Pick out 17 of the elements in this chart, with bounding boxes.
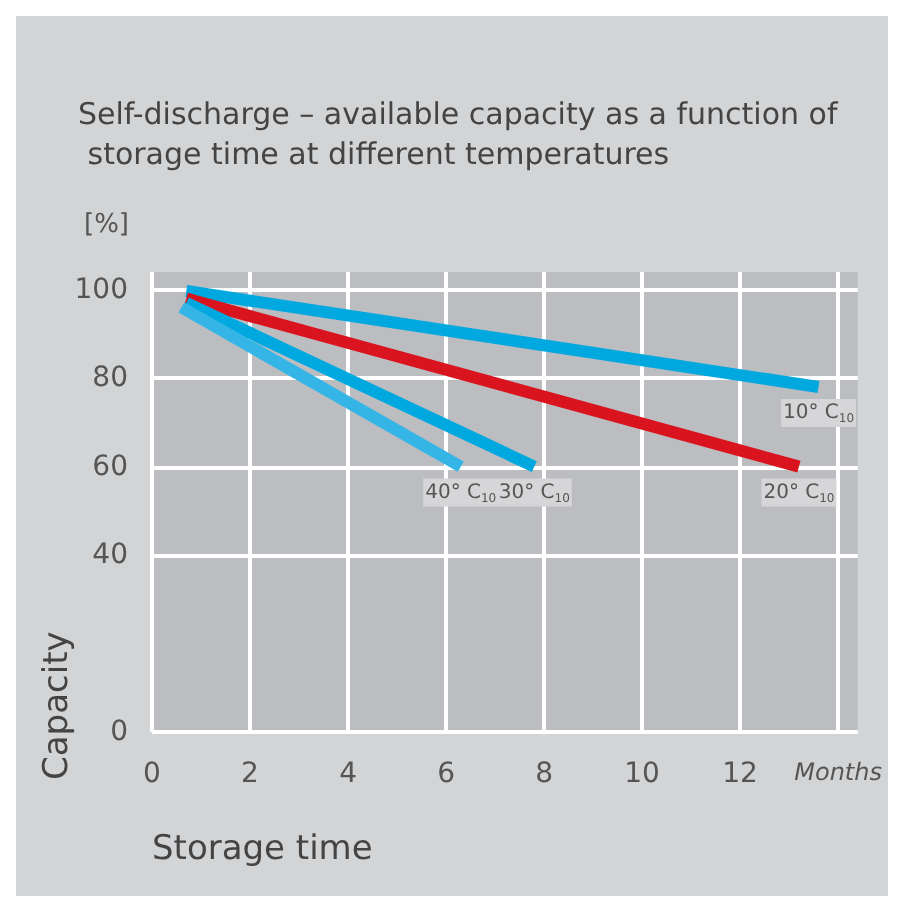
y-tick-label: 0 [110,716,128,748]
x-tick-label: 12 [722,758,758,790]
x-tick-label: 0 [143,758,161,790]
x-tick-label: 2 [241,758,259,790]
y-tick-label: 100 [74,273,128,306]
x-tick-label: 6 [437,758,456,790]
y-tick-label: 40 [92,539,128,572]
x-tick-label: Months [794,758,883,786]
x-tick-label: 4 [339,758,358,790]
x-tick-label: 8 [535,758,553,790]
chart-title: Self-discharge – available capacity as a function of storage time at different temperatures [78,96,839,172]
x-axis-title: Storage time [152,829,373,869]
text: [%] [84,210,129,240]
y-axis-title: Capacity [37,631,77,780]
y-tick-label: 80 [92,362,128,395]
y-tick-label: 60 [92,450,128,483]
x-tick-label: 10 [624,758,660,790]
